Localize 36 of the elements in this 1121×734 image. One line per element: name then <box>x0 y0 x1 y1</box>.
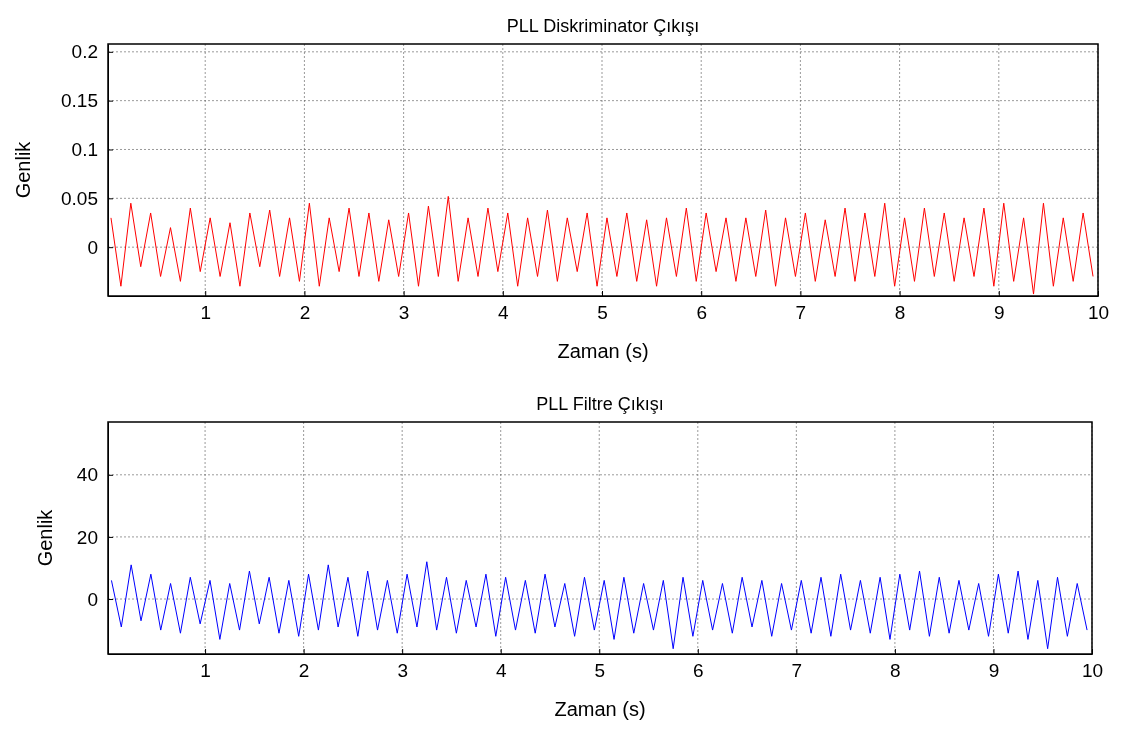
chart-title: PLL Filtre Çıkışı <box>536 394 664 414</box>
y-tick-label: 40 <box>76 464 98 486</box>
x-tick-label: 4 <box>498 302 510 324</box>
y-tick-label: 0.15 <box>61 90 98 112</box>
x-tick-label: 10 <box>1081 660 1104 682</box>
x-tick-label: 1 <box>200 660 211 682</box>
x-tick-label: 6 <box>696 302 707 324</box>
y-tick-label: 0.1 <box>71 139 98 161</box>
x-tick-label: 3 <box>397 660 408 682</box>
x-tick-label: 2 <box>298 660 310 682</box>
y-axis-title: Genlik <box>34 508 56 567</box>
y-tick-label: 0.05 <box>61 187 98 209</box>
x-tick-label: 4 <box>495 660 507 682</box>
x-tick-label: 6 <box>693 660 704 682</box>
x-tick-label: 2 <box>299 302 311 324</box>
x-tick-label: 8 <box>894 302 906 324</box>
x-tick-label: 3 <box>398 302 410 324</box>
x-tick-label: 8 <box>890 660 901 682</box>
x-tick-label: 1 <box>200 302 211 324</box>
y-tick-label: 0 <box>87 588 98 610</box>
x-tick-label: 7 <box>795 302 807 324</box>
x-tick-label: 5 <box>597 302 608 324</box>
y-tick-label: 0 <box>87 236 98 258</box>
x-axis-title: Zaman (s) <box>554 698 646 720</box>
x-axis-title: Zaman (s) <box>557 340 649 362</box>
x-tick-label: 5 <box>594 660 606 682</box>
x-tick-label: 9 <box>994 302 1005 324</box>
x-tick-label: 7 <box>791 660 803 682</box>
chart-title: PLL Diskriminator Çıkışı <box>506 16 700 36</box>
line-series <box>110 195 1094 295</box>
x-tick-label: 9 <box>988 660 1000 682</box>
y-tick-label: 0.2 <box>71 41 98 63</box>
x-tick-label: 10 <box>1087 302 1110 324</box>
y-axis-title: Genlik <box>12 140 34 199</box>
y-tick-label: 20 <box>76 526 98 548</box>
line-series <box>110 561 1088 650</box>
